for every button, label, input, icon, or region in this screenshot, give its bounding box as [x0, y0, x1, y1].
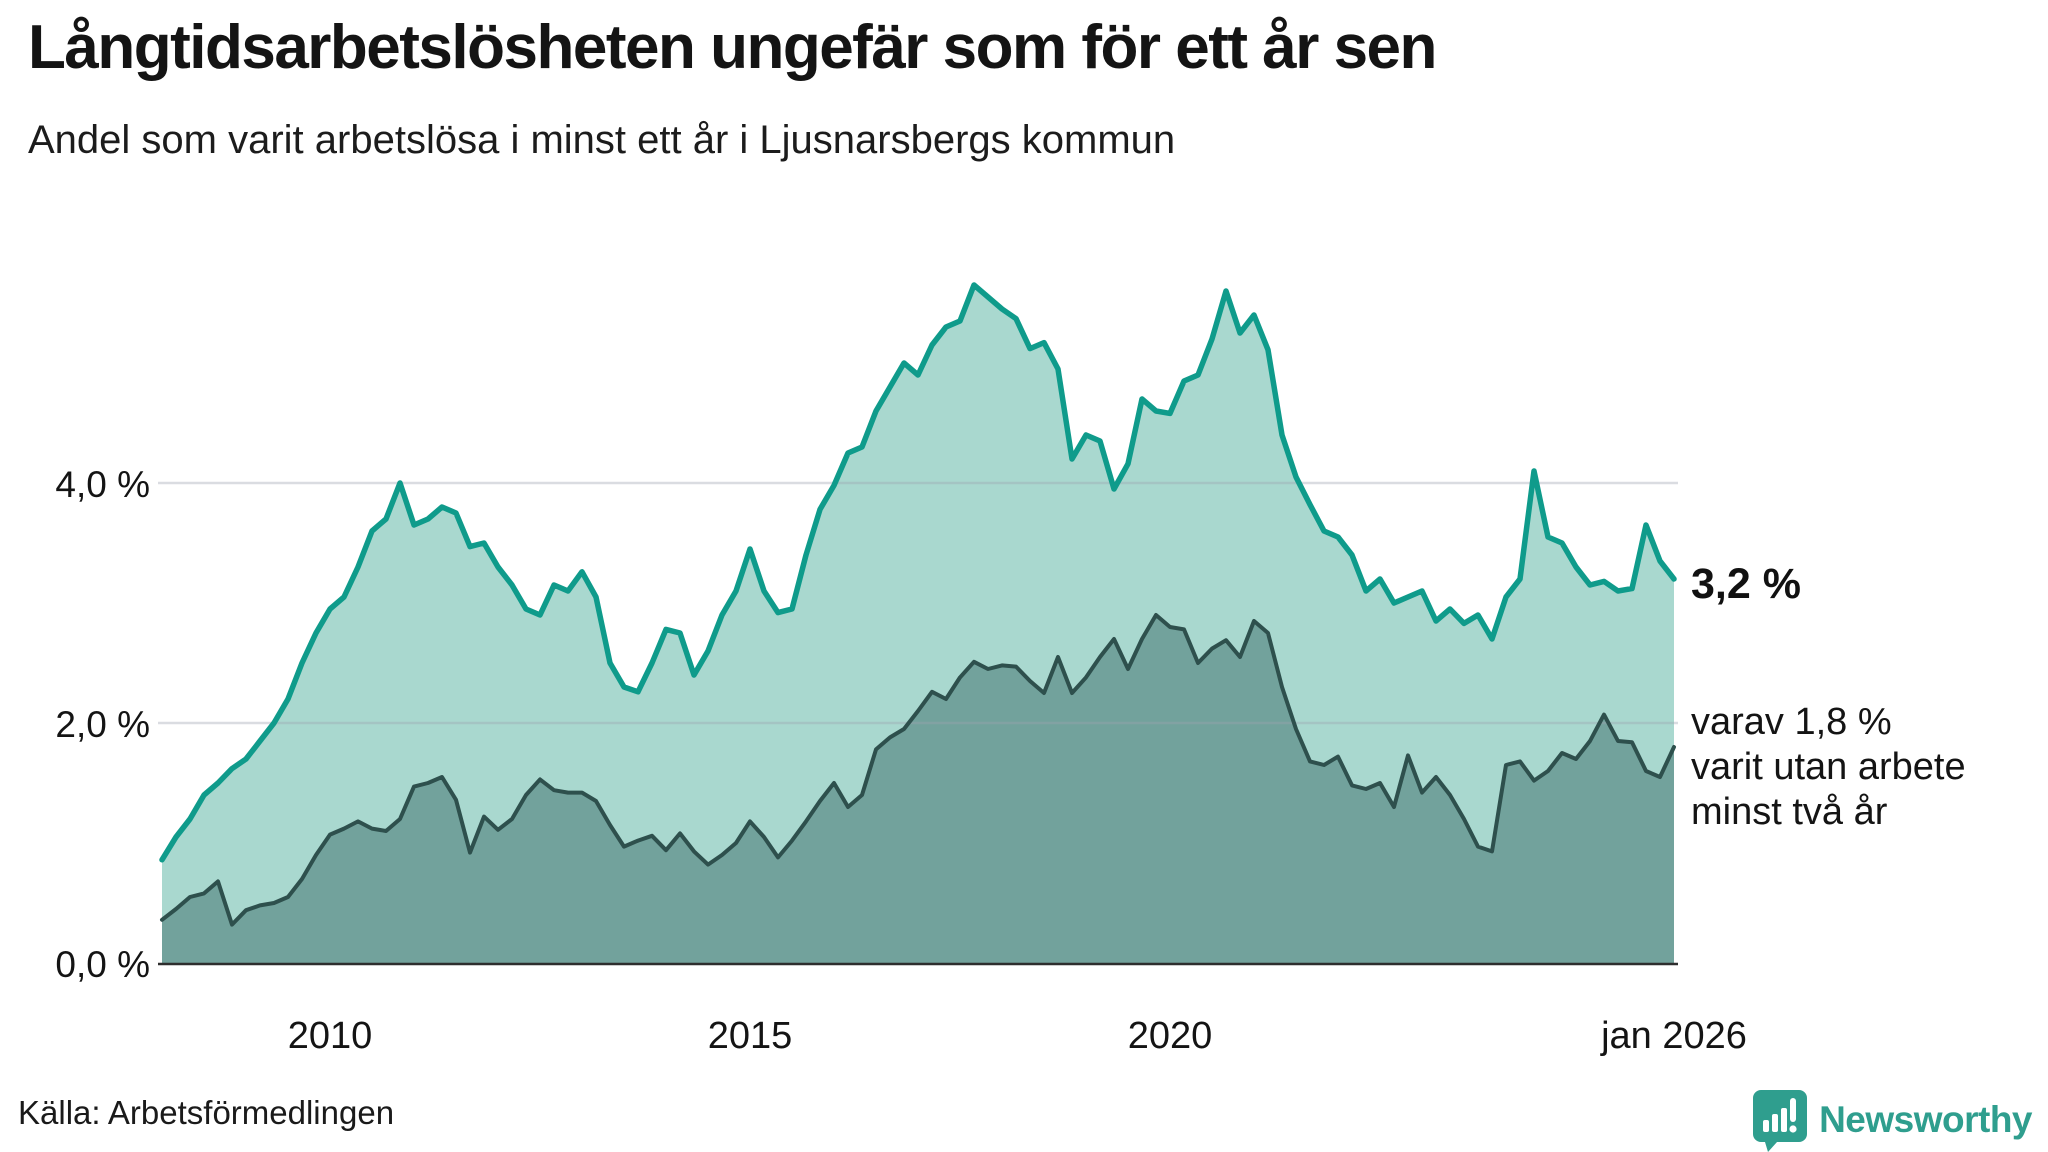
newsworthy-logo-icon — [1753, 1090, 1808, 1152]
area-two-years — [162, 615, 1674, 963]
line-total-one-year — [159, 282, 1677, 863]
y-axis-label: 2,0 % — [55, 704, 150, 745]
page-title: Långtidsarbetslösheten ungefär som för e… — [28, 13, 1437, 82]
source-note: Källa: Arbetsförmedlingen — [18, 1094, 395, 1131]
page-subtitle: Andel som varit arbetslösa i minst ett å… — [28, 118, 1176, 162]
latest-secondary-annotation: varav 1,8 % varit utan arbete minst två … — [1691, 701, 1966, 833]
x-axis-label: jan 2026 — [1601, 1015, 1747, 1057]
latest-value-label: 3,2 % — [1691, 560, 1801, 608]
line-two-years — [160, 613, 1676, 927]
y-axis-label: 0,0 % — [55, 944, 150, 985]
brand-name: Newsworthy — [1819, 1099, 2032, 1140]
x-axis-label: 2020 — [1127, 1015, 1213, 1057]
brand-footer: Newsworthy — [1751, 1088, 2032, 1152]
x-axis-label: 2015 — [707, 1015, 793, 1057]
y-axis-label: 4,0 % — [55, 464, 150, 505]
x-axis-label: 2010 — [287, 1015, 373, 1057]
